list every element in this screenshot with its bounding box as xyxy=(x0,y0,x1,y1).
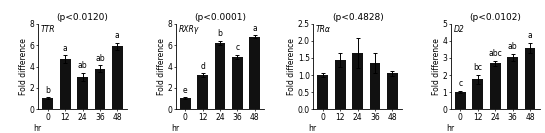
Bar xyxy=(43,98,53,109)
Text: a: a xyxy=(528,31,532,40)
Text: a: a xyxy=(115,31,120,40)
Y-axis label: Fold difference: Fold difference xyxy=(20,38,28,95)
Text: a: a xyxy=(252,24,257,33)
Text: TTR: TTR xyxy=(41,25,55,34)
Text: ab: ab xyxy=(95,54,105,63)
Title: (p<0.0001): (p<0.0001) xyxy=(194,13,246,22)
Bar xyxy=(335,60,346,109)
Bar xyxy=(352,53,363,109)
Text: RXRγ: RXRγ xyxy=(178,25,198,34)
Text: ab: ab xyxy=(508,42,517,51)
Bar xyxy=(215,43,226,109)
Y-axis label: Fold difference: Fold difference xyxy=(157,38,166,95)
Text: hr: hr xyxy=(446,124,455,133)
Bar xyxy=(387,73,398,109)
Bar xyxy=(94,69,105,109)
Bar xyxy=(60,59,70,109)
Text: D2: D2 xyxy=(453,25,464,34)
Bar xyxy=(525,48,535,109)
Text: abc: abc xyxy=(488,49,502,58)
Bar xyxy=(490,63,500,109)
Text: c: c xyxy=(458,79,463,88)
Bar xyxy=(507,57,518,109)
Title: (p<0.0120): (p<0.0120) xyxy=(57,13,108,22)
Bar xyxy=(473,79,483,109)
Text: c: c xyxy=(235,43,240,52)
Title: (p<0.0102): (p<0.0102) xyxy=(469,13,521,22)
Text: hr: hr xyxy=(34,124,41,133)
Bar xyxy=(232,57,243,109)
Text: hr: hr xyxy=(308,124,317,133)
Text: bc: bc xyxy=(473,63,482,72)
Bar xyxy=(317,75,328,109)
Bar xyxy=(77,77,88,109)
Text: e: e xyxy=(183,86,187,95)
Text: b: b xyxy=(217,29,222,38)
Bar xyxy=(455,92,466,109)
Text: hr: hr xyxy=(171,124,179,133)
Bar xyxy=(370,63,380,109)
Text: d: d xyxy=(200,62,205,71)
Text: TRα: TRα xyxy=(316,25,331,34)
Text: a: a xyxy=(63,44,68,53)
Text: b: b xyxy=(45,86,50,95)
Bar xyxy=(197,75,208,109)
Text: ab: ab xyxy=(78,61,87,70)
Title: (p<0.4828): (p<0.4828) xyxy=(332,13,384,22)
Bar xyxy=(180,98,191,109)
Bar xyxy=(112,46,123,109)
Bar xyxy=(250,37,261,109)
Y-axis label: Fold difference: Fold difference xyxy=(287,38,296,95)
Y-axis label: Fold difference: Fold difference xyxy=(432,38,441,95)
